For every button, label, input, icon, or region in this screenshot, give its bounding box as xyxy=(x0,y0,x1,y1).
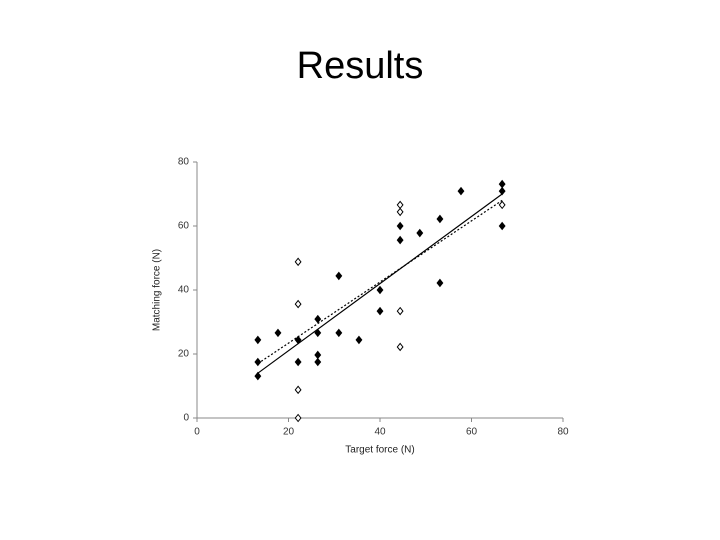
data-point xyxy=(314,350,322,360)
data-point xyxy=(314,328,322,338)
data-point xyxy=(335,328,343,338)
y-tick-label: 40 xyxy=(178,285,190,296)
data-point xyxy=(314,314,322,324)
data-point xyxy=(416,228,424,238)
data-point xyxy=(396,207,404,217)
y-tick-label: 20 xyxy=(178,349,190,360)
y-tick-label: 0 xyxy=(183,413,189,424)
data-point xyxy=(396,306,404,316)
data-point xyxy=(457,186,465,196)
data-point xyxy=(396,221,404,231)
data-point xyxy=(254,371,262,381)
data-point xyxy=(436,278,444,288)
data-point xyxy=(254,335,262,345)
data-point xyxy=(355,335,363,345)
data-point xyxy=(294,299,302,309)
data-point xyxy=(498,186,506,196)
data-point xyxy=(254,357,262,367)
data-point xyxy=(396,200,404,210)
data-point xyxy=(498,179,506,189)
data-point xyxy=(376,285,384,295)
y-tick-label: 80 xyxy=(178,157,190,168)
data-point xyxy=(335,271,343,281)
slide-title: Results xyxy=(297,45,424,87)
data-point xyxy=(294,385,302,395)
data-point xyxy=(498,221,506,231)
data-point xyxy=(436,214,444,224)
data-point xyxy=(274,328,282,338)
x-tick-label: 60 xyxy=(466,427,478,438)
x-tick-label: 80 xyxy=(557,427,569,438)
data-point xyxy=(294,413,302,423)
x-axis-label: Target force (N) xyxy=(345,445,414,456)
fit-line xyxy=(257,199,503,365)
data-point xyxy=(376,306,384,316)
x-tick-label: 20 xyxy=(283,427,295,438)
data-point xyxy=(294,335,302,345)
data-point xyxy=(498,200,506,210)
y-axis-label: Matching force (N) xyxy=(152,249,163,331)
x-tick-label: 40 xyxy=(374,427,386,438)
data-point xyxy=(294,357,302,367)
data-point xyxy=(396,235,404,245)
fit-line xyxy=(257,193,503,374)
y-tick-label: 60 xyxy=(178,221,190,232)
data-point xyxy=(294,257,302,267)
data-point xyxy=(396,342,404,352)
data-point xyxy=(314,357,322,367)
x-tick-label: 0 xyxy=(194,427,200,438)
